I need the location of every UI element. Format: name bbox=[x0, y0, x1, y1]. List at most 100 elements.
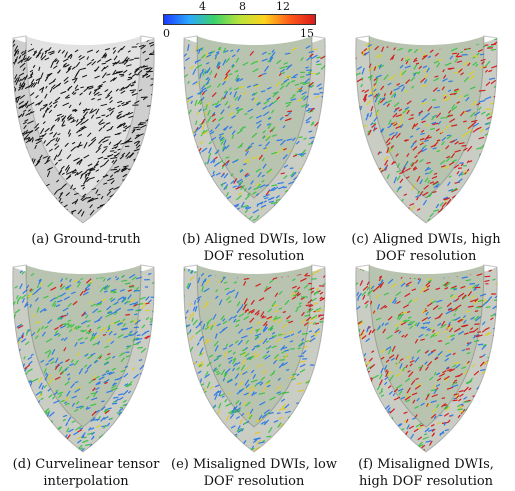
fiber-glyph bbox=[447, 307, 453, 311]
fiber-glyph bbox=[91, 97, 95, 101]
fiber-glyph bbox=[44, 422, 49, 427]
fiber-glyph bbox=[138, 427, 144, 430]
fiber-glyph bbox=[455, 374, 460, 378]
fiber-glyph bbox=[64, 381, 70, 386]
fiber-glyph bbox=[387, 82, 392, 86]
fiber-glyph bbox=[416, 175, 421, 182]
fiber-glyph bbox=[17, 324, 24, 329]
fiber-glyph bbox=[422, 436, 429, 440]
fiber-glyph bbox=[72, 187, 77, 191]
fiber-glyph bbox=[249, 317, 255, 324]
fiber-glyph bbox=[83, 364, 88, 368]
fiber-glyph bbox=[51, 348, 56, 355]
colorbar-max-label: 15 bbox=[300, 27, 314, 40]
fiber-glyph bbox=[457, 178, 463, 184]
fiber-glyph bbox=[454, 297, 460, 302]
fiber-glyph bbox=[495, 421, 498, 425]
fiber-glyph bbox=[251, 132, 258, 139]
fiber-glyph bbox=[468, 286, 473, 289]
fiber-glyph bbox=[95, 302, 103, 306]
fiber-glyph bbox=[278, 209, 282, 213]
fiber-glyph bbox=[276, 385, 282, 391]
fiber-glyph bbox=[471, 363, 476, 368]
fiber-glyph bbox=[125, 140, 133, 143]
fiber-glyph bbox=[220, 369, 226, 376]
fiber-glyph bbox=[395, 373, 402, 377]
fiber-glyph bbox=[246, 85, 252, 88]
fiber-glyph bbox=[456, 214, 464, 217]
fiber-glyph bbox=[370, 122, 374, 126]
fiber-glyph bbox=[308, 205, 313, 209]
fiber-glyph bbox=[397, 423, 402, 427]
fiber-glyph bbox=[217, 65, 221, 70]
fiber-glyph bbox=[263, 200, 267, 203]
fiber-glyph bbox=[461, 437, 467, 442]
fiber-glyph bbox=[413, 297, 418, 303]
fiber-glyph bbox=[105, 329, 112, 333]
fiber-glyph bbox=[292, 203, 298, 210]
fiber-glyph bbox=[19, 191, 24, 196]
fiber-glyph bbox=[374, 404, 380, 410]
fiber-glyph bbox=[248, 40, 252, 44]
fiber-glyph bbox=[71, 66, 76, 70]
fiber-glyph bbox=[373, 218, 377, 223]
fiber-glyph bbox=[265, 411, 271, 416]
fiber-glyph bbox=[422, 191, 429, 197]
fiber-glyph bbox=[22, 121, 27, 125]
fiber-glyph bbox=[490, 317, 494, 321]
fiber-glyph bbox=[316, 60, 320, 63]
fiber-glyph bbox=[380, 304, 387, 310]
fiber-glyph bbox=[48, 212, 53, 218]
fiber-glyph bbox=[447, 419, 451, 423]
fiber-glyph bbox=[436, 372, 441, 376]
fiber-glyph bbox=[474, 315, 480, 321]
fiber-glyph bbox=[404, 209, 410, 214]
fiber-glyph bbox=[253, 352, 257, 357]
fiber-glyph bbox=[187, 429, 191, 436]
fiber-glyph bbox=[371, 123, 377, 128]
fiber-glyph bbox=[302, 266, 306, 267]
fiber-glyph bbox=[251, 347, 256, 351]
fiber-glyph bbox=[82, 193, 87, 198]
fiber-glyph bbox=[185, 206, 189, 211]
fiber-glyph bbox=[125, 151, 131, 158]
fiber-glyph bbox=[93, 91, 100, 96]
fiber-glyph bbox=[271, 331, 276, 335]
fiber-glyph bbox=[327, 164, 330, 166]
fiber-glyph bbox=[400, 280, 404, 285]
fiber-glyph bbox=[501, 434, 507, 438]
fiber-glyph bbox=[51, 218, 56, 223]
fiber-glyph bbox=[103, 182, 108, 185]
fiber-glyph bbox=[89, 166, 96, 171]
fiber-glyph bbox=[262, 316, 267, 319]
fiber-glyph bbox=[19, 151, 24, 155]
fiber-glyph bbox=[101, 114, 106, 117]
fiber-glyph bbox=[390, 122, 393, 127]
fiber-glyph bbox=[290, 333, 295, 337]
fiber-glyph bbox=[111, 160, 115, 163]
fiber-glyph bbox=[200, 412, 205, 418]
fiber-glyph bbox=[352, 143, 355, 145]
fiber-glyph bbox=[136, 413, 140, 418]
fiber-glyph bbox=[58, 169, 63, 175]
fiber-glyph bbox=[185, 153, 190, 159]
fiber-glyph bbox=[450, 337, 455, 342]
fiber-glyph bbox=[79, 267, 85, 269]
fiber-glyph bbox=[223, 351, 227, 358]
fiber-glyph bbox=[191, 312, 195, 317]
fiber-glyph bbox=[287, 111, 292, 115]
fiber-glyph bbox=[49, 441, 54, 446]
fiber-glyph bbox=[392, 433, 398, 437]
fiber-glyph bbox=[107, 207, 115, 213]
fiber-glyph bbox=[439, 160, 446, 165]
fiber-glyph bbox=[285, 81, 291, 88]
fiber-glyph bbox=[275, 150, 280, 155]
fiber-glyph bbox=[86, 196, 92, 199]
fiber-glyph bbox=[395, 291, 402, 297]
fiber-glyph bbox=[477, 390, 482, 394]
fiber-glyph bbox=[272, 99, 278, 105]
fiber-glyph bbox=[235, 399, 240, 405]
fiber-glyph bbox=[481, 392, 485, 396]
fiber-glyph bbox=[482, 383, 489, 389]
fiber-glyph bbox=[24, 100, 29, 107]
